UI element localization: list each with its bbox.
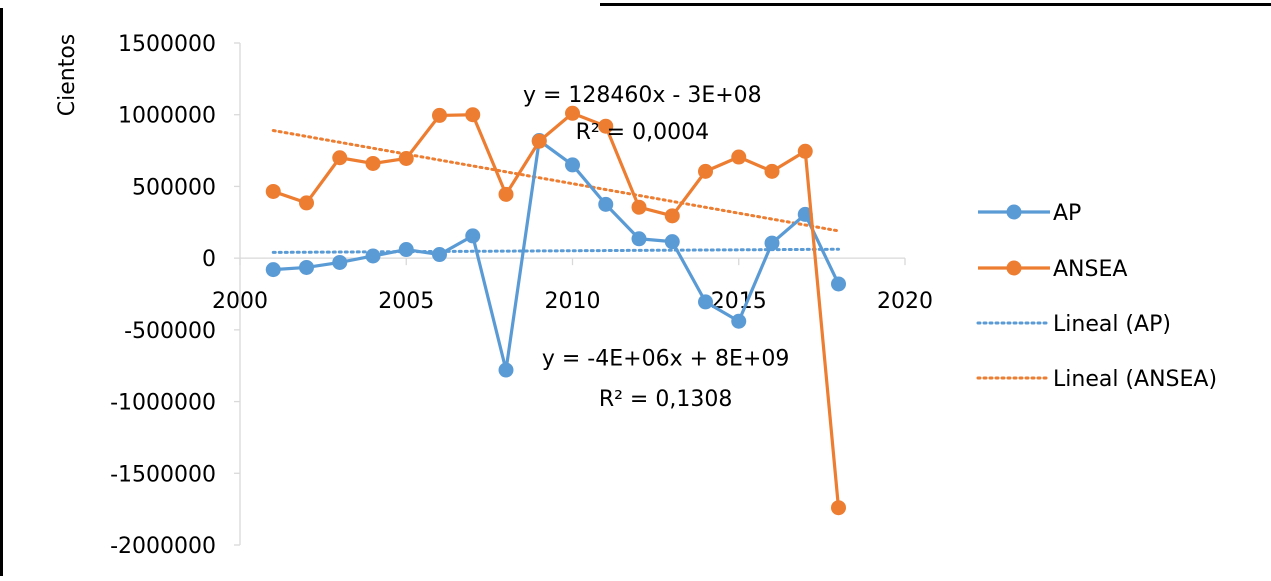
data-point-ansea xyxy=(465,107,481,123)
data-point-ansea xyxy=(565,105,580,121)
data-point-ansea xyxy=(432,107,447,123)
data-point-ansea xyxy=(265,183,281,199)
series-line-ap xyxy=(273,138,840,372)
data-point-ap xyxy=(797,206,813,222)
legend-label-ap: AP xyxy=(1053,201,1081,226)
y-tick-label: 500000 xyxy=(132,175,216,200)
data-point-ansea xyxy=(731,149,747,165)
data-point-ap xyxy=(299,259,314,275)
trendline-r-squared: R² = 0,0004 xyxy=(576,120,710,145)
data-point-ap xyxy=(465,228,481,244)
data-point-ansea xyxy=(664,208,680,224)
legend-label-lineal-ansea: Lineal (ANSEA) xyxy=(1053,367,1217,392)
data-point-ap xyxy=(565,157,580,173)
legend-label-ansea: ANSEA xyxy=(1053,257,1127,282)
y-tick-label: 1000000 xyxy=(118,104,216,129)
trendlines xyxy=(271,128,840,254)
data-point-ap xyxy=(498,362,514,378)
y-tick-labels: 1500000 1000000 500000 0 -500000 -1000000 -150… xyxy=(110,32,216,559)
data-point-ap xyxy=(365,248,381,264)
data-point-ap xyxy=(598,196,614,212)
data-point-ap xyxy=(698,294,713,310)
data-point-ansea xyxy=(797,143,813,159)
y-tick-label: -2000000 xyxy=(110,534,216,559)
data-point-ansea xyxy=(831,500,846,516)
y-tick-label: 0 xyxy=(202,247,216,272)
data-point-ap xyxy=(631,231,647,247)
legend-label-lineal-ap: Lineal (AP) xyxy=(1053,312,1171,337)
data-point-ansea xyxy=(365,155,381,171)
legend: AP ANSEA Lineal (AP) Lineal (ANSEA) xyxy=(976,201,1217,392)
x-tick-label: 2020 xyxy=(877,289,933,314)
trendline-equation: y = 128460x - 3E+08 xyxy=(523,83,762,108)
data-point-ansea xyxy=(698,163,713,179)
data-point-ansea xyxy=(764,163,780,179)
trendline-ap xyxy=(271,247,840,254)
data-point-ap xyxy=(831,276,846,292)
data-point-ap xyxy=(265,262,281,278)
y-axis-title: Cientos xyxy=(55,34,80,117)
data-point-ansea xyxy=(631,199,647,215)
data-point-ap xyxy=(432,247,447,263)
axes xyxy=(234,42,906,546)
data-point-ap xyxy=(731,313,747,329)
legend-marker-ansea xyxy=(1006,260,1022,276)
trendline-r-squared: R² = 0,1308 xyxy=(599,387,733,412)
y-tick-label: -500000 xyxy=(124,319,216,344)
x-tick-label: 2005 xyxy=(378,289,434,314)
data-point-ansea xyxy=(398,150,414,166)
trendline-equations: y = 128460x - 3E+08 R² = 0,0004 y = -4E+06… xyxy=(523,83,789,412)
data-point-ap xyxy=(398,242,414,258)
x-tick-label: 2010 xyxy=(545,289,601,314)
data-series xyxy=(265,105,846,516)
y-tick-label: 1500000 xyxy=(118,32,216,57)
trendline-ansea xyxy=(271,128,840,233)
y-tick-label: -1000000 xyxy=(110,391,216,416)
x-tick-labels: 2000 2005 2010 2015 2020 xyxy=(212,289,933,314)
data-point-ap xyxy=(764,235,780,251)
data-point-ap xyxy=(332,254,348,270)
trendline-equation: y = -4E+06x + 8E+09 xyxy=(542,347,789,372)
legend-marker-ap xyxy=(1006,204,1022,220)
data-point-ansea xyxy=(598,118,614,134)
data-point-ap xyxy=(664,234,680,250)
data-point-ansea xyxy=(299,195,314,211)
y-tick-label: -1500000 xyxy=(110,462,216,487)
data-point-ansea xyxy=(332,150,348,166)
data-point-ansea xyxy=(531,133,547,149)
data-point-ansea xyxy=(498,186,514,202)
